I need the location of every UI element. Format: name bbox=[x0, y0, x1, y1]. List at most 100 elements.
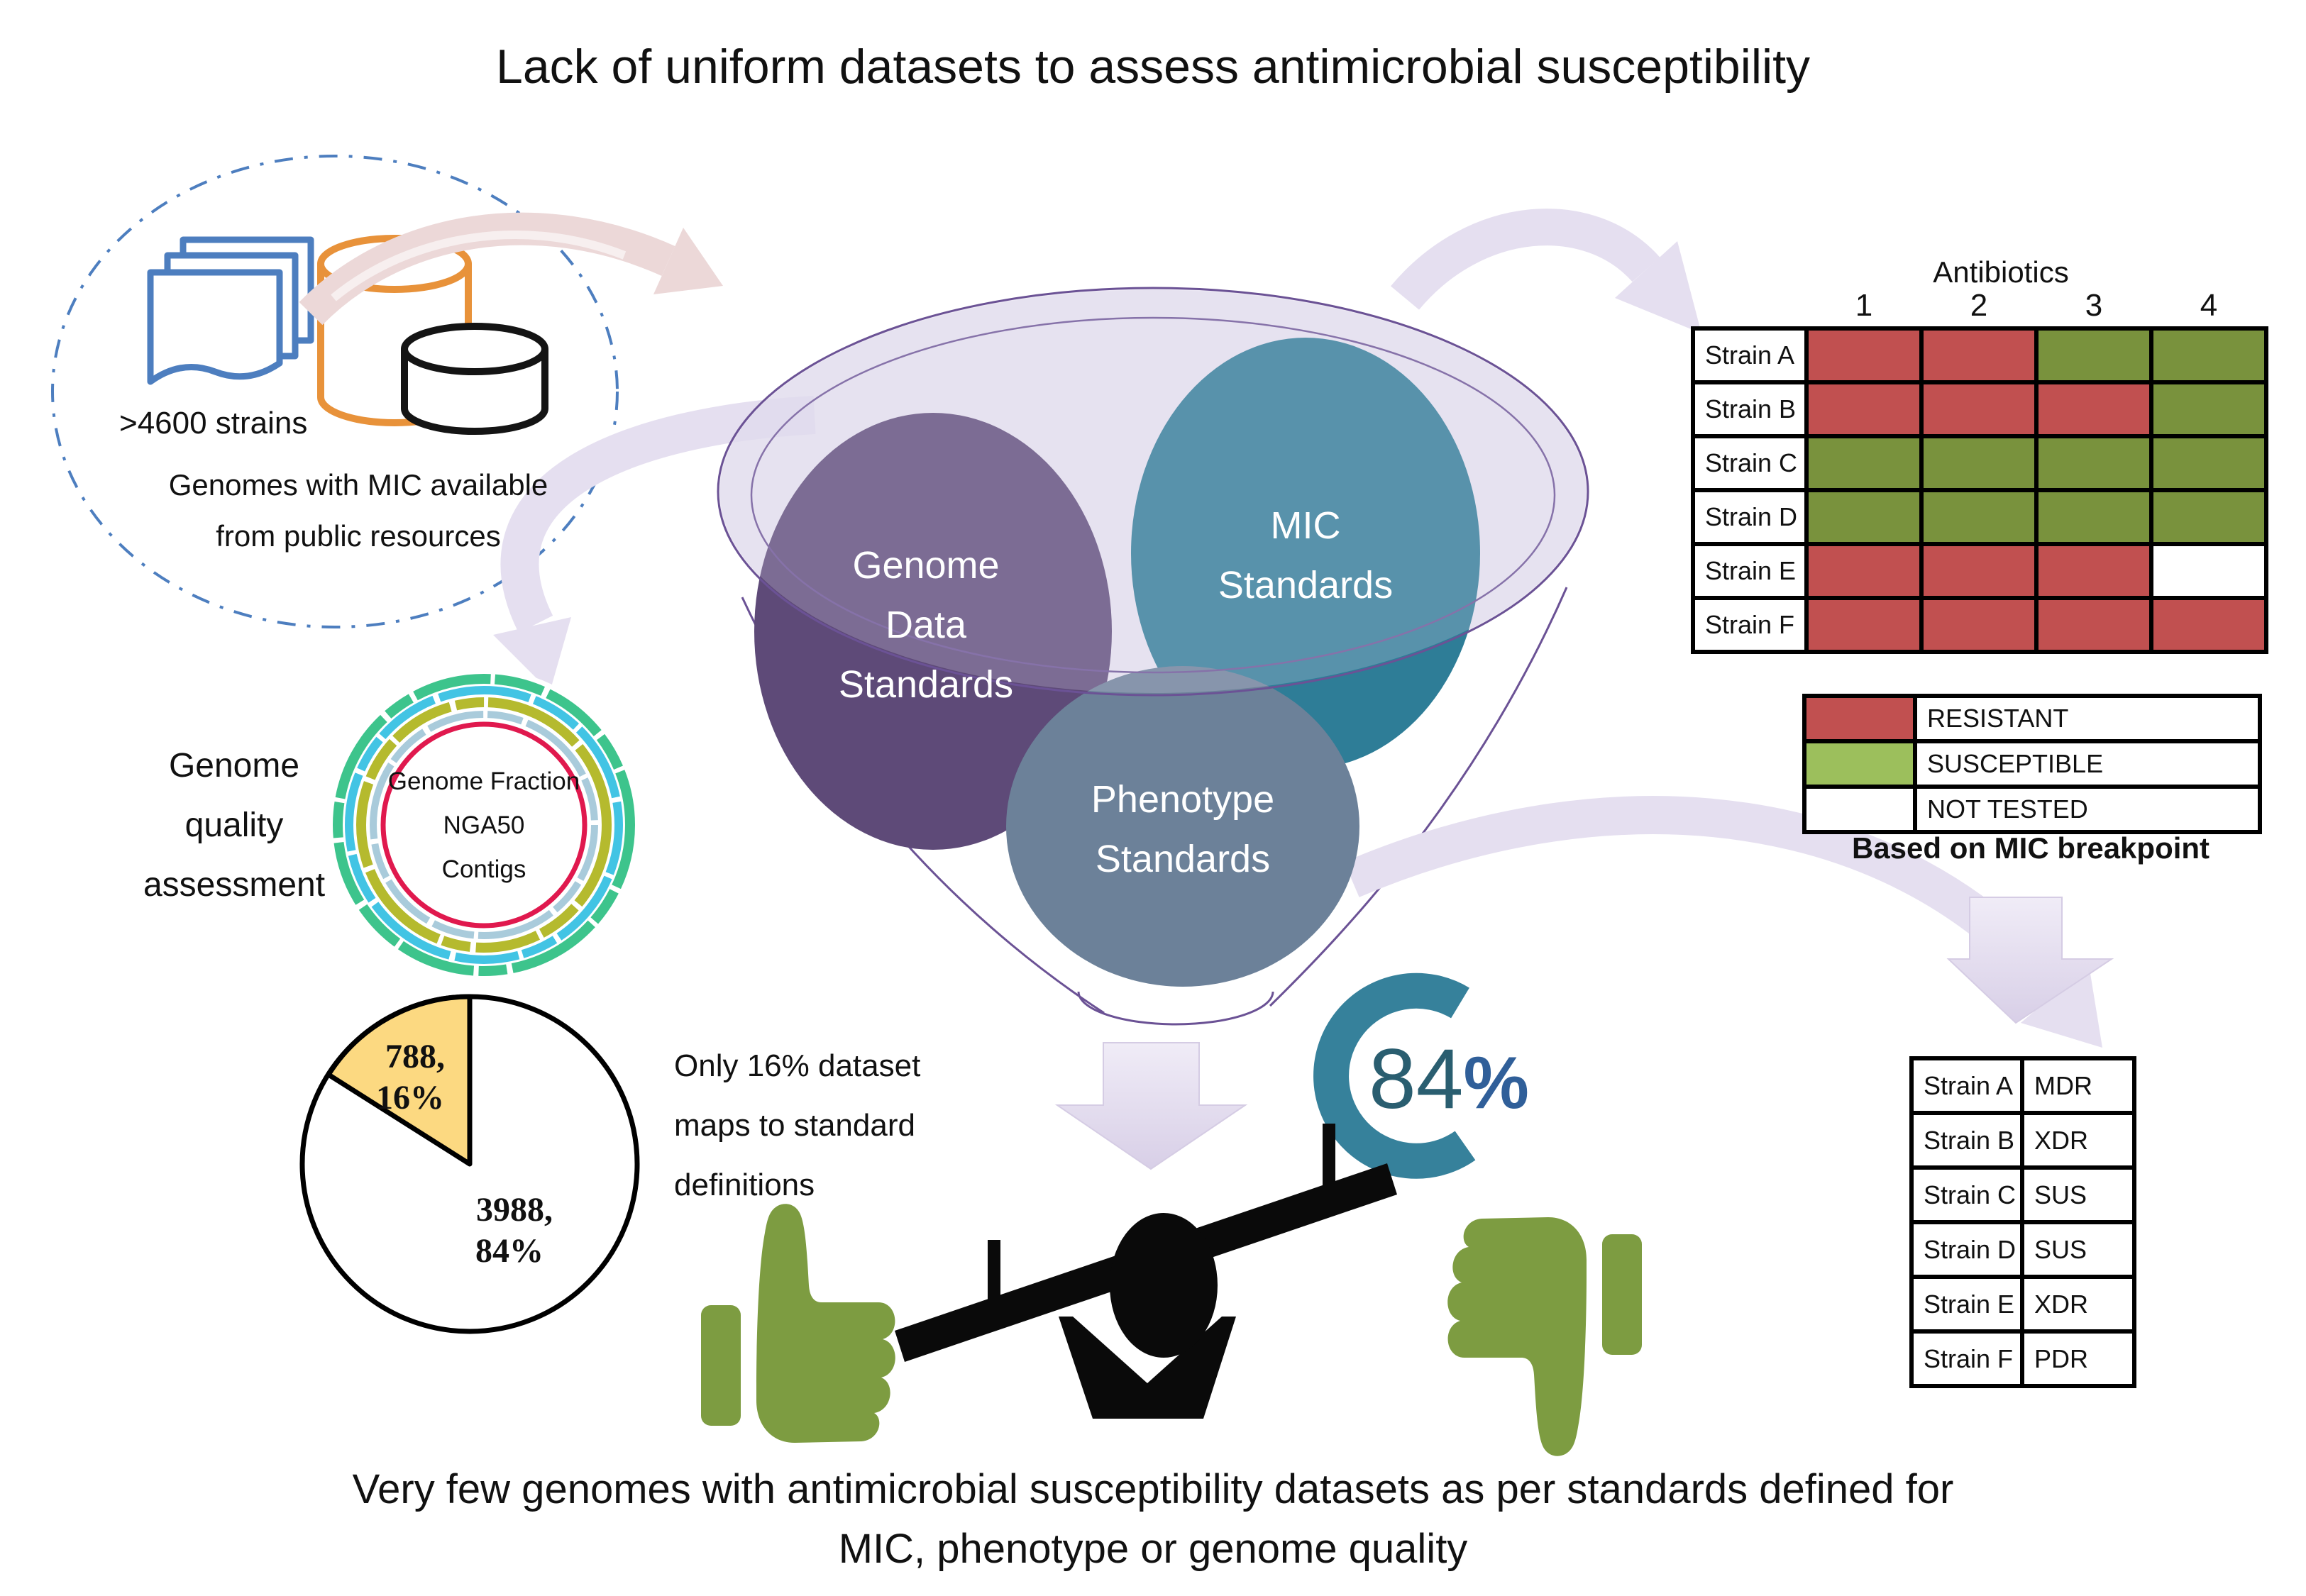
note-line-2: maps to standard bbox=[674, 1108, 915, 1143]
matrix-cell bbox=[2039, 384, 2149, 434]
row-label: Strain F bbox=[1914, 1334, 2020, 1384]
matrix-cell bbox=[1924, 600, 2034, 650]
matrix-cell bbox=[2153, 600, 2264, 650]
legend-caption: Based on MIC breakpoint bbox=[1851, 831, 2210, 865]
legend-label-not-tested: NOT TESTED bbox=[1917, 789, 2258, 830]
source-line-2: from public resources bbox=[216, 519, 501, 553]
funnel-haze bbox=[720, 290, 1586, 693]
matrix-cell bbox=[2039, 600, 2149, 650]
genome-circle-line-1: Genome bbox=[852, 544, 1000, 587]
matrix-cell bbox=[1809, 600, 1919, 650]
phenotype-circle-line-1: Phenotype bbox=[1091, 778, 1275, 821]
classification-table: Strain A MDR Strain B XDR Strain C SUS S… bbox=[1909, 1056, 2136, 1388]
pie-label-16-pct: 16% bbox=[376, 1079, 444, 1116]
matrix-cell bbox=[1809, 331, 1919, 380]
donut-84-label: 84% bbox=[1369, 1030, 1529, 1128]
genome-circle-line-3: Standards bbox=[838, 663, 1014, 706]
genome-quality-label-1: Genome bbox=[168, 747, 300, 785]
antibiotic-col-4: 4 bbox=[2200, 288, 2218, 323]
footer-line-1: Very few genomes with antimicrobial susc… bbox=[352, 1466, 1954, 1512]
legend-label-susceptible: SUSCEPTIBLE bbox=[1917, 743, 2258, 785]
note-line-1: Only 16% dataset bbox=[674, 1048, 921, 1083]
strains-count: >4600 strains bbox=[119, 406, 308, 440]
matrix-cell bbox=[1924, 384, 2034, 434]
matrix-cell bbox=[1809, 384, 1919, 434]
note-line-3: definitions bbox=[674, 1168, 815, 1202]
antibiotics-title: Antibiotics bbox=[1933, 255, 2069, 289]
pie-label-16-value: 788, bbox=[385, 1038, 445, 1075]
row-label: Strain E bbox=[1914, 1279, 2020, 1329]
antibiotic-col-3: 3 bbox=[2085, 288, 2103, 323]
donut-84-percent-sign: % bbox=[1463, 1042, 1529, 1124]
footer-line-2: MIC, phenotype or genome quality bbox=[838, 1526, 1468, 1572]
seesaw-pivot bbox=[1110, 1213, 1218, 1358]
mic-circle-line-1: MIC bbox=[1270, 504, 1341, 547]
genome-metric-3: Contigs bbox=[441, 855, 526, 883]
matrix-cell bbox=[2153, 492, 2264, 542]
classification-value: MDR bbox=[2024, 1060, 2132, 1111]
pie-chart bbox=[299, 994, 640, 1334]
seesaw-peg-right bbox=[1323, 1124, 1335, 1189]
pie-label-84-value: 3988, bbox=[476, 1191, 553, 1229]
genome-quality-plot bbox=[328, 669, 640, 981]
row-label: Strain C bbox=[1914, 1170, 2020, 1220]
arrow-down-classification bbox=[1946, 897, 2114, 1024]
arrow-down-funnel-output bbox=[1054, 1042, 1248, 1170]
matrix-cell bbox=[2039, 546, 2149, 596]
matrix-cell bbox=[2153, 546, 2264, 596]
matrix-cell bbox=[1809, 492, 1919, 542]
legend-label-resistant: RESISTANT bbox=[1917, 698, 2258, 739]
phenotype-circle-line-2: Standards bbox=[1095, 838, 1271, 880]
database-black-icon bbox=[401, 323, 548, 435]
seesaw bbox=[895, 1124, 1397, 1419]
thumbs-up-icon bbox=[701, 1204, 895, 1443]
page-title: Lack of uniform datasets to assess antim… bbox=[496, 40, 1810, 94]
classification-value: SUS bbox=[2024, 1170, 2132, 1220]
matrix-cell bbox=[2039, 492, 2149, 542]
arrow-funnel-to-genome-quality bbox=[493, 396, 816, 692]
donut-84-ring bbox=[1313, 972, 1476, 1179]
phenotype-standards-circle bbox=[1006, 666, 1359, 987]
funnel-rim bbox=[717, 287, 1589, 697]
legend-table: RESISTANT SUSCEPTIBLE NOT TESTED bbox=[1802, 694, 2262, 834]
genome-circle-line-2: Data bbox=[885, 604, 967, 646]
genome-data-standards-circle bbox=[754, 413, 1112, 850]
row-label: Strain B bbox=[1695, 384, 1804, 434]
mic-circle-line-2: Standards bbox=[1218, 564, 1394, 606]
antibiotics-table: Strain A Strain B Strain C Strain D Stra… bbox=[1691, 326, 2268, 654]
matrix-cell bbox=[2153, 384, 2264, 434]
matrix-cell bbox=[1924, 438, 2034, 488]
classification-value: SUS bbox=[2024, 1224, 2132, 1275]
row-label: Strain D bbox=[1914, 1224, 2020, 1275]
classification-value: XDR bbox=[2024, 1115, 2132, 1165]
row-label: Strain D bbox=[1695, 492, 1804, 542]
genome-quality-label-2: quality bbox=[184, 807, 284, 844]
matrix-cell bbox=[1809, 438, 1919, 488]
genome-metric-2: NGA50 bbox=[443, 811, 525, 839]
antibiotic-col-2: 2 bbox=[1970, 288, 1988, 323]
pie-label-84-pct: 84% bbox=[475, 1232, 544, 1270]
row-label: Strain A bbox=[1914, 1060, 2020, 1111]
row-label: Strain B bbox=[1914, 1115, 2020, 1165]
genome-quality-label-3: assessment bbox=[143, 866, 326, 904]
seesaw-peg-left bbox=[988, 1240, 1000, 1305]
matrix-cell bbox=[1924, 492, 2034, 542]
matrix-cell bbox=[2039, 438, 2149, 488]
matrix-cell bbox=[2153, 438, 2264, 488]
documents-icon bbox=[147, 236, 314, 385]
legend-swatch-resistant bbox=[1806, 698, 1913, 739]
matrix-cell bbox=[1809, 546, 1919, 596]
source-dashed-circle bbox=[51, 155, 619, 628]
matrix-cell bbox=[2039, 331, 2149, 380]
antibiotic-col-1: 1 bbox=[1855, 288, 1873, 323]
arrow-funnel-to-antibiotics bbox=[1391, 209, 1701, 333]
classification-value: XDR bbox=[2024, 1279, 2132, 1329]
row-label: Strain C bbox=[1695, 438, 1804, 488]
thumbs-down-icon bbox=[1447, 1217, 1642, 1456]
matrix-cell bbox=[1924, 331, 2034, 380]
matrix-cell bbox=[2153, 331, 2264, 380]
arrow-sources-to-funnel bbox=[299, 212, 723, 326]
row-label: Strain F bbox=[1695, 600, 1804, 650]
